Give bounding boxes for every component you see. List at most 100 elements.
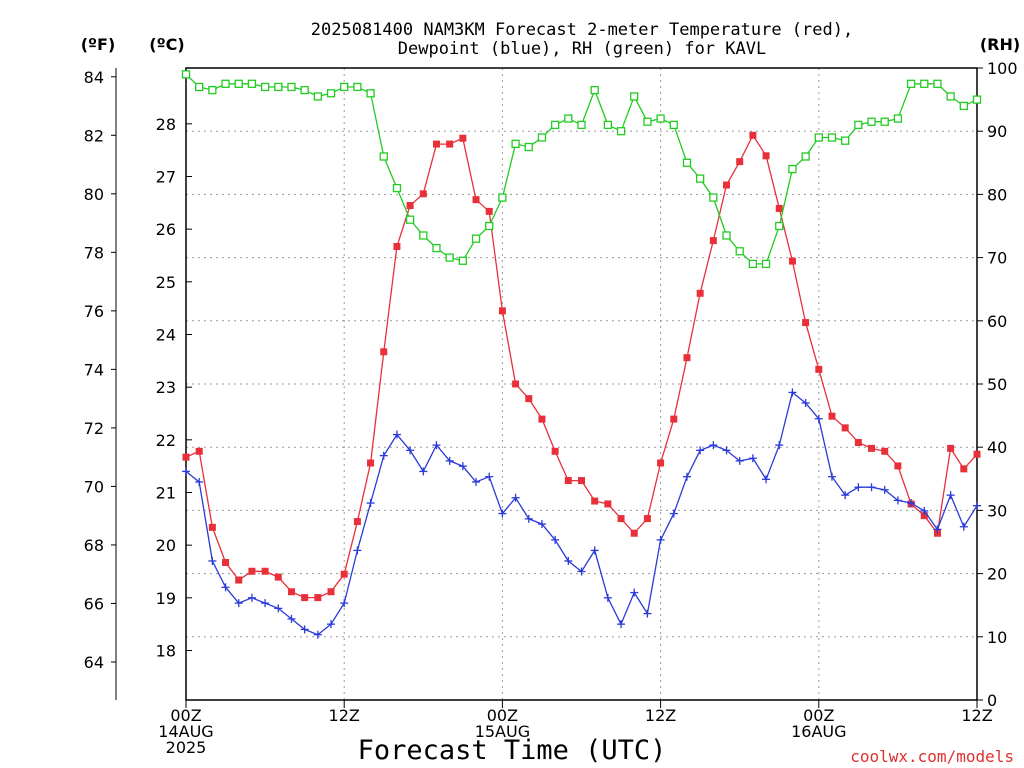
temperature-point xyxy=(973,450,981,458)
dewpoint-point xyxy=(669,509,678,518)
dewpoint-point xyxy=(366,499,375,508)
celsius-axis-label: (ºC) xyxy=(149,35,184,54)
x-tick-label: 12Z xyxy=(961,706,992,725)
x-tick-label: 2025 xyxy=(166,738,207,757)
dewpoint-point xyxy=(313,630,322,639)
fahrenheit-tick-label: 84 xyxy=(84,68,104,87)
dewpoint-point xyxy=(182,467,190,476)
rh-point xyxy=(630,92,639,101)
dewpoint-point xyxy=(801,398,810,407)
dewpoint-point xyxy=(682,472,691,481)
dewpoint-point xyxy=(762,475,771,484)
celsius-tick-label: 27 xyxy=(156,167,176,186)
temperature-point xyxy=(353,518,361,526)
rh-point xyxy=(709,193,718,202)
dewpoint-point xyxy=(340,599,349,608)
dewpoint-point xyxy=(841,491,850,500)
temperature-point xyxy=(920,512,928,520)
temperature-point xyxy=(512,380,520,388)
fahrenheit-axis-label: (ºF) xyxy=(81,35,116,54)
dewpoint-point xyxy=(722,446,731,455)
rh-point xyxy=(221,79,230,88)
dewpoint-point xyxy=(564,556,573,565)
x-tick-label: 16AUG xyxy=(791,722,846,741)
dewpoint-point xyxy=(854,483,863,492)
dewpoint-point xyxy=(920,506,929,515)
fahrenheit-tick-label: 70 xyxy=(84,477,104,496)
temperature-point xyxy=(749,131,757,139)
axes: 0 10 20 30 40 50 60 70 80 90 100 18 19 20 21 22 23 24 25 26… xyxy=(84,59,1018,757)
rh-point xyxy=(247,79,257,88)
temperature-point xyxy=(222,558,230,566)
dewpoint-point xyxy=(353,546,362,555)
dewpoint-point xyxy=(274,604,283,613)
rh-tick-label: 50 xyxy=(987,375,1007,394)
rh-point xyxy=(524,142,533,152)
temperature-point xyxy=(393,242,401,250)
dewpoint-point xyxy=(827,472,836,481)
temperature-point xyxy=(696,289,704,297)
dewpoint-point xyxy=(485,472,494,481)
dewpoint-point xyxy=(379,451,388,460)
x-tick-label: 14AUG xyxy=(158,722,213,741)
temperature-point xyxy=(419,190,427,198)
dewpoint-point xyxy=(208,556,217,565)
rh-point xyxy=(550,120,560,130)
temperature-point xyxy=(327,588,335,596)
dewpoint-series xyxy=(182,388,981,639)
dewpoint-point xyxy=(617,620,626,629)
temperature-point xyxy=(472,196,480,204)
temperature-point xyxy=(670,415,678,423)
temperature-series xyxy=(182,131,981,602)
temperature-point xyxy=(314,594,322,602)
fahrenheit-tick-label: 78 xyxy=(84,243,104,262)
rh-tick-label: 80 xyxy=(987,185,1007,204)
temperature-point xyxy=(854,439,862,447)
temperature-point xyxy=(841,424,849,432)
temperature-point xyxy=(485,207,493,215)
dewpoint-point xyxy=(814,414,823,423)
temperature-point xyxy=(432,140,440,148)
rh-point xyxy=(419,231,428,240)
dewpoint-point xyxy=(247,593,256,602)
dewpoint-point xyxy=(432,441,441,450)
celsius-tick-label: 21 xyxy=(156,483,176,502)
temperature-point xyxy=(802,319,810,327)
dewpoint-point xyxy=(458,462,467,471)
rh-point xyxy=(181,70,191,79)
rh-point xyxy=(801,152,810,161)
temperature-point xyxy=(643,515,651,523)
rh-point xyxy=(234,79,243,88)
celsius-tick-label: 24 xyxy=(156,325,176,344)
rh-point xyxy=(577,120,586,130)
credit-link[interactable]: coolwx.com/models xyxy=(850,747,1014,766)
temperature-point xyxy=(683,354,691,362)
rh-tick-label: 40 xyxy=(987,438,1007,457)
temperature-point xyxy=(894,462,902,470)
temperature-point xyxy=(617,515,625,523)
fahrenheit-tick-label: 64 xyxy=(84,653,104,672)
dewpoint-point xyxy=(537,520,546,529)
rh-point xyxy=(854,120,863,130)
rh-point xyxy=(841,136,850,145)
rh-point xyxy=(300,85,309,95)
temperature-point xyxy=(723,181,731,189)
celsius-tick-label: 19 xyxy=(156,589,176,608)
data-series xyxy=(181,70,982,639)
temperature-point xyxy=(604,500,612,508)
temperature-point xyxy=(340,570,348,578)
x-tick-label: 15AUG xyxy=(475,722,530,741)
rh-point xyxy=(933,79,942,88)
rh-point xyxy=(959,101,968,111)
temperature-point xyxy=(591,497,599,505)
dewpoint-point xyxy=(709,441,718,450)
x-tick-label: 00Z xyxy=(170,706,201,725)
rh-point xyxy=(814,133,823,142)
temperature-point xyxy=(406,202,414,210)
rh-point xyxy=(287,82,296,92)
dewpoint-point xyxy=(788,388,797,397)
dewpoint-point xyxy=(603,593,612,602)
dewpoint-point xyxy=(287,614,296,623)
grid-lines xyxy=(186,68,977,700)
rh-point xyxy=(788,164,797,174)
